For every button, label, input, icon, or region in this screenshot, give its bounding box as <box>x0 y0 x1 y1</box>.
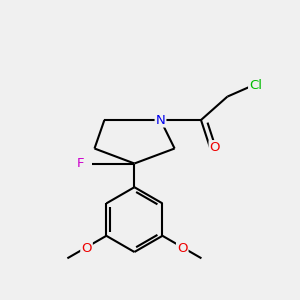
Text: O: O <box>209 141 220 154</box>
Text: O: O <box>81 242 92 255</box>
Text: F: F <box>77 157 85 170</box>
Text: Cl: Cl <box>249 79 262 92</box>
Text: N: N <box>156 113 165 127</box>
Text: O: O <box>177 242 188 255</box>
